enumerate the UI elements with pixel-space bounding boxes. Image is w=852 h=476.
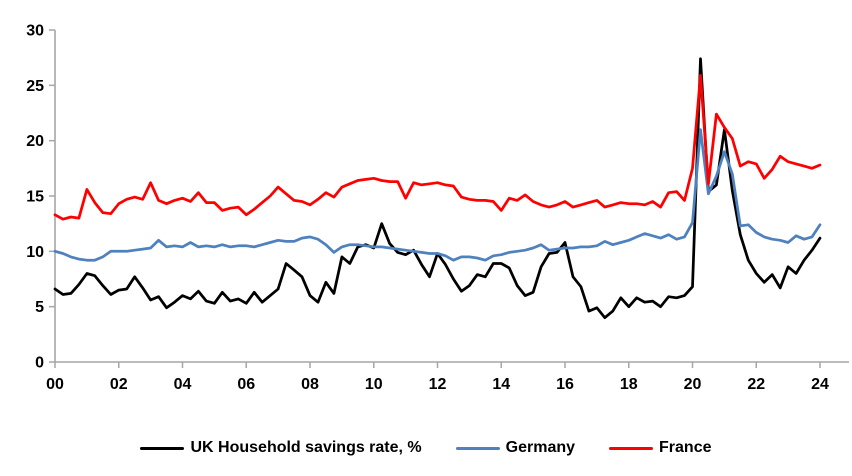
series-line-germany bbox=[53, 128, 822, 262]
y-tick-label: 30 bbox=[26, 23, 44, 40]
x-tick-label: 02 bbox=[110, 376, 128, 393]
x-tick-label: 22 bbox=[747, 376, 765, 393]
plot-area: 0 5 10 15 20 25 30 00 02 04 06 08 10 12 14 16 18 20 22 24 bbox=[26, 23, 849, 393]
x-tick-label: 04 bbox=[174, 376, 192, 393]
x-tick-label: 06 bbox=[237, 376, 255, 393]
legend-item-uk: UK Household savings rate, % bbox=[140, 439, 422, 457]
series-line-uk-household-savings-rate bbox=[53, 57, 822, 320]
chart-legend: UK Household savings rate, % Germany Fra… bbox=[0, 425, 852, 471]
legend-label-france: France bbox=[659, 439, 712, 456]
y-tick-label: 10 bbox=[26, 244, 44, 261]
y-tick-label: 5 bbox=[35, 299, 44, 316]
x-tick-label: 12 bbox=[429, 376, 447, 393]
x-tick-label: 16 bbox=[556, 376, 574, 393]
x-tick-label: 18 bbox=[620, 376, 638, 393]
y-tick-label: 25 bbox=[26, 78, 44, 95]
x-tick-label: 00 bbox=[46, 376, 64, 393]
y-tick-label: 20 bbox=[26, 133, 44, 150]
x-tick-label: 10 bbox=[365, 376, 383, 393]
series-line-france bbox=[53, 74, 822, 221]
legend-line-swatch-uk bbox=[140, 446, 185, 450]
legend-item-germany: Germany bbox=[455, 439, 576, 457]
legend-label-germany: Germany bbox=[505, 439, 576, 456]
y-tick-label: 15 bbox=[26, 189, 44, 206]
legend-label-uk: UK Household savings rate, % bbox=[190, 439, 422, 456]
legend-line-swatch-germany bbox=[455, 446, 500, 450]
y-tick-label: 0 bbox=[35, 355, 44, 372]
x-tick-label: 20 bbox=[684, 376, 702, 393]
legend-line-swatch-france bbox=[609, 446, 654, 450]
legend-item-france: France bbox=[609, 439, 712, 457]
x-tick-label: 24 bbox=[811, 376, 829, 393]
x-tick-label: 08 bbox=[301, 376, 319, 393]
x-tick-label: 14 bbox=[492, 376, 510, 393]
